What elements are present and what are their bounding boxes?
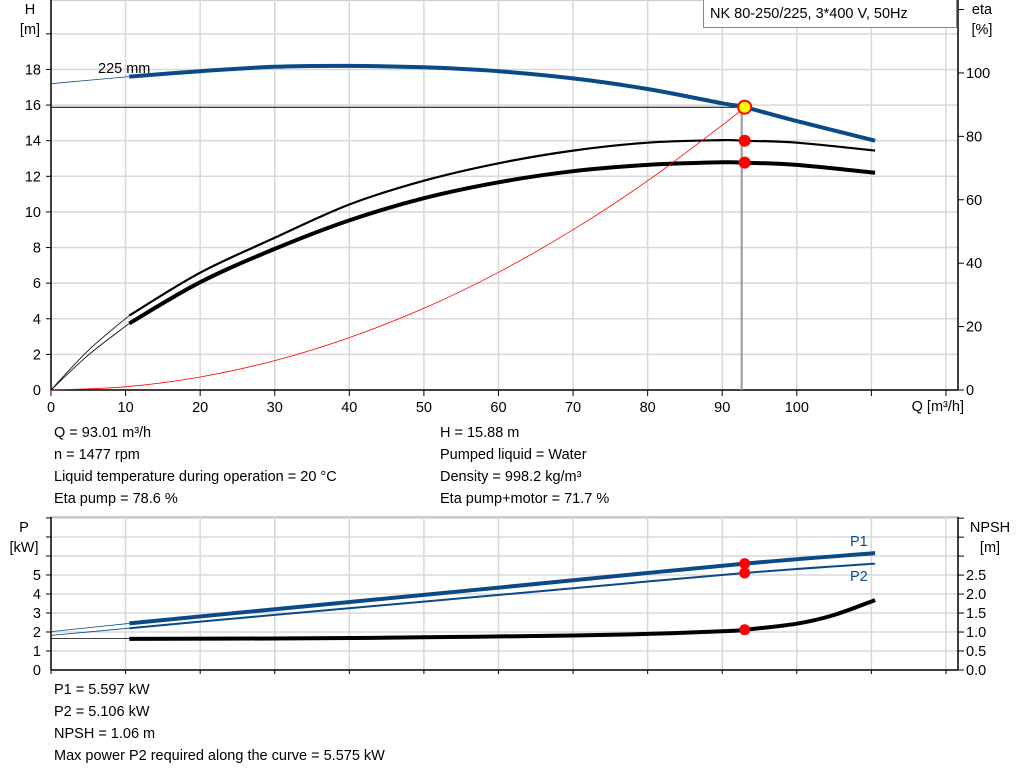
NPSH-curve: [129, 598, 876, 641]
P1-extension-line: [50, 623, 130, 632]
x-tick-label: 20: [192, 400, 208, 416]
eta-pump-motor-marker: [738, 156, 751, 169]
x-tick-label: 100: [785, 400, 809, 416]
impeller-label: 225 mm: [98, 61, 151, 77]
y2-tick-label: 2.0: [966, 587, 986, 603]
eta-axis-label: eta [%]: [971, 2, 993, 38]
y2-tick-label: 60: [966, 193, 982, 209]
eta-pump-marker: [738, 134, 751, 147]
y-tick-label: 2: [33, 347, 41, 363]
y-tick-label: 0: [33, 383, 41, 399]
y2-tick-label: 0.5: [966, 644, 986, 660]
npsh-marker: [739, 624, 751, 636]
eta-pump-motor-value: Eta pump+motor = 71.7 %: [440, 491, 610, 507]
npsh-value: NPSH = 1.06 m: [54, 726, 156, 742]
eta_pump_motor-extension-line: [50, 323, 130, 391]
p2-value: P2 = 5.106 kW: [54, 704, 150, 720]
temperature-value: Liquid temperature during operation = 20…: [54, 469, 337, 485]
y-tick-label: 18: [25, 62, 41, 78]
y2-tick-label: 2.5: [966, 568, 986, 584]
x-tick-label: 60: [490, 400, 506, 416]
max-power-value: Max power P2 required along the curve = …: [54, 748, 385, 764]
p1-marker: [739, 558, 751, 570]
y2-tick-label: 0.0: [966, 663, 986, 679]
y-tick-label: 8: [33, 241, 41, 257]
y-tick-label: 6: [33, 276, 41, 292]
y-tick-label: 5: [33, 568, 41, 584]
y-tick-label: 2: [33, 625, 41, 641]
P2-curve: [129, 562, 876, 630]
info-bottom: P1 = 5.597 kW P2 = 5.106 kW NPSH = 1.06 …: [54, 679, 385, 767]
p2-marker: [739, 567, 751, 579]
P2-extension-line: [50, 627, 130, 636]
y-tick-label: 4: [33, 587, 41, 603]
plot-area: [50, 0, 959, 391]
h-axis-label: H [m]: [19, 2, 41, 38]
info-left: Q = 93.01 m³/h n = 1477 rpm Liquid tempe…: [54, 422, 337, 510]
flow-value: Q = 93.01 m³/h: [54, 425, 152, 441]
operating-point-marker: [737, 99, 753, 115]
p1-series-label: P1: [850, 534, 868, 550]
y-tick-label: 16: [25, 98, 41, 114]
p2-series-label: P2: [850, 569, 868, 585]
x-tick-label: 0: [47, 400, 55, 416]
q-axis-label: Q [m³/h]: [911, 399, 964, 415]
y-tick-label: 10: [25, 205, 41, 221]
pump-title: NK 80-250/225, 3*400 V, 50Hz: [703, 0, 957, 28]
x-tick-label: 30: [267, 400, 283, 416]
p-axis-label: P [kW]: [9, 520, 39, 556]
x-tick-label: 10: [118, 400, 134, 416]
y-tick-label: 3: [33, 606, 41, 622]
y-tick-label: 12: [25, 169, 41, 185]
y2-tick-label: 100: [966, 66, 990, 82]
y-tick-label: 14: [25, 134, 41, 150]
x-tick-label: 90: [714, 400, 730, 416]
liquid-value: Pumped liquid = Water: [440, 447, 587, 463]
head-extension-line: [50, 76, 130, 85]
y-tick-label: 1: [33, 644, 41, 660]
eta-pump-value: Eta pump = 78.6 %: [54, 491, 178, 507]
eta_pump-extension-line: [50, 315, 130, 391]
y2-tick-label: 40: [966, 256, 982, 272]
density-value: Density = 998.2 kg/m³: [440, 469, 582, 485]
system-curve: [50, 106, 745, 391]
x-tick-label: 40: [341, 400, 357, 416]
p1-value: P1 = 5.597 kW: [54, 682, 150, 698]
speed-value: n = 1477 rpm: [54, 447, 140, 463]
y-tick-label: 4: [33, 312, 41, 328]
y2-tick-label: 0: [966, 383, 974, 399]
info-right: H = 15.88 m Pumped liquid = Water Densit…: [440, 422, 609, 510]
y2-tick-label: 20: [966, 320, 982, 336]
y-tick-label: 0: [33, 663, 41, 679]
npsh-axis-label: NPSH [m]: [969, 520, 1011, 556]
P1-curve: [129, 551, 876, 626]
x-tick-label: 50: [416, 400, 432, 416]
y2-tick-label: 1.5: [966, 606, 986, 622]
y2-tick-label: 1.0: [966, 625, 986, 641]
head-value: H = 15.88 m: [440, 425, 520, 441]
x-tick-label: 70: [565, 400, 581, 416]
y2-tick-label: 80: [966, 129, 982, 145]
x-tick-label: 80: [640, 400, 656, 416]
